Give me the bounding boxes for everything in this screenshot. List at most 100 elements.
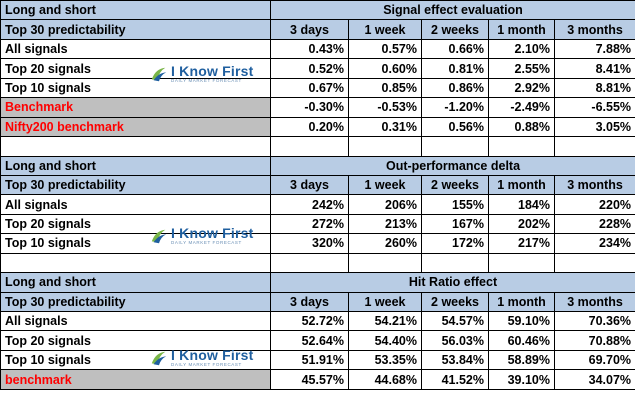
table-cell: 213% — [348, 213, 422, 235]
section-title: Hit Ratio effect — [269, 272, 635, 293]
table-cell: 7.88% — [553, 38, 635, 60]
logo-tagline: DAILY MARKET FORECAST — [171, 362, 242, 367]
table-cell: 52.72% — [270, 310, 349, 332]
column-header: 1 week — [348, 174, 422, 196]
table-cell: 242% — [270, 194, 349, 215]
section-subtitle: Top 30 predictability — [0, 19, 271, 40]
spacer-cell — [488, 252, 555, 274]
table-cell: 155% — [421, 194, 489, 215]
table-cell: -1.20% — [421, 97, 489, 118]
spacer-cell — [0, 252, 271, 274]
table-cell: 234% — [553, 233, 635, 254]
table-row: Top 10 signals 51.91% 53.35% 53.84% 58.89% 69… — [0, 349, 635, 371]
logo-brand: I Know First — [171, 63, 254, 79]
table-cell: 8.81% — [553, 77, 635, 99]
section-left-title: Long and short — [0, 155, 271, 176]
benchmark-row: benchmark 45.57% 44.68% 41.52% 39.10% 34.07% — [0, 369, 635, 390]
row-label: All signals — [0, 194, 271, 215]
table-cell: 272% — [270, 213, 349, 235]
table-cell: 320% — [270, 233, 349, 254]
column-header: 2 weeks — [421, 19, 489, 40]
table-cell: 0.86% — [421, 77, 489, 99]
table-cell: 69.70% — [553, 349, 635, 371]
logo-brand: I Know First — [171, 225, 254, 241]
table-cell: 8.41% — [553, 58, 635, 79]
spacer-cell — [270, 252, 349, 274]
i-know-first-logo: I Know First DAILY MARKET FORECAST — [150, 348, 254, 368]
table-cell: 0.57% — [348, 38, 422, 60]
table-cell: 52.64% — [270, 330, 349, 351]
section-title-row: Long and short Signal effect evaluation — [0, 0, 635, 21]
spacer-cell — [553, 136, 635, 157]
section-left-title: Long and short — [0, 0, 271, 21]
table-row: Top 20 signals 272% 213% 167% 202% 228% — [0, 213, 635, 235]
column-header: 3 months — [553, 291, 635, 313]
column-header: 2 weeks — [421, 174, 489, 196]
column-header-row: Top 30 predictability 3 days 1 week 2 weeks… — [0, 291, 635, 313]
table-cell: 0.67% — [270, 77, 349, 99]
table-row: All signals 0.43% 0.57% 0.66% 2.10% 7.88% — [0, 38, 635, 60]
table-cell: 0.81% — [421, 58, 489, 79]
table-cell: -2.49% — [488, 97, 555, 118]
spacer-cell — [348, 136, 422, 157]
table-cell: 54.57% — [421, 310, 489, 332]
performance-table: Long and short Signal effect evaluation To… — [0, 0, 635, 390]
column-header: 3 months — [553, 19, 635, 40]
spacer-cell — [270, 136, 349, 157]
table-cell: 0.43% — [270, 38, 349, 60]
table-cell: -6.55% — [553, 97, 635, 118]
table-row: All signals 52.72% 54.21% 54.57% 59.10% 70.36… — [0, 310, 635, 332]
logo-tagline: DAILY MARKET FORECAST — [171, 240, 242, 245]
table-cell: 0.60% — [348, 58, 422, 79]
table-cell: 2.10% — [488, 38, 555, 60]
section-title: Out-performance delta — [269, 155, 635, 176]
section-title-row: Long and short Hit Ratio effect — [0, 272, 635, 293]
logo-brand: I Know First — [171, 347, 254, 363]
table-cell: 54.40% — [348, 330, 422, 351]
row-label: All signals — [0, 38, 271, 60]
table-cell: 44.68% — [348, 369, 422, 390]
column-header: 3 months — [553, 174, 635, 196]
spacer-cell — [348, 252, 422, 274]
table-row: All signals 242% 206% 155% 184% 220% — [0, 194, 635, 215]
logo-swoosh-icon — [151, 351, 167, 365]
table-cell: 2.92% — [488, 77, 555, 99]
section-subtitle: Top 30 predictability — [0, 174, 271, 196]
spacer-row — [0, 252, 635, 274]
row-label: Benchmark — [0, 97, 271, 118]
table-cell: 0.85% — [348, 77, 422, 99]
column-header: 1 month — [488, 19, 555, 40]
table-cell: 70.36% — [553, 310, 635, 332]
table-cell: 167% — [421, 213, 489, 235]
table-cell: 0.20% — [270, 116, 349, 138]
i-know-first-logo: I Know First DAILY MARKET FORECAST — [150, 64, 254, 84]
table-cell: 206% — [348, 194, 422, 215]
table-cell: 54.21% — [348, 310, 422, 332]
table-cell: 0.66% — [421, 38, 489, 60]
table-cell: -0.30% — [270, 97, 349, 118]
column-header: 1 month — [488, 174, 555, 196]
spacer-cell — [421, 252, 489, 274]
section-subtitle: Top 30 predictability — [0, 291, 271, 313]
table-cell: 60.46% — [488, 330, 555, 351]
column-header: 1 week — [348, 291, 422, 313]
column-header: 3 days — [270, 291, 349, 313]
table-cell: 2.55% — [488, 58, 555, 79]
table-cell: 41.52% — [421, 369, 489, 390]
spacer-cell — [488, 136, 555, 157]
row-label: Nifty200 benchmark — [0, 116, 271, 138]
table-row: Top 20 signals 52.64% 54.40% 56.03% 60.46% 70… — [0, 330, 635, 351]
table-cell: 70.88% — [553, 330, 635, 351]
row-label: Top 20 signals — [0, 330, 271, 351]
spacer-row — [0, 136, 635, 157]
spacer-cell — [553, 252, 635, 274]
column-header: 1 week — [348, 19, 422, 40]
table-cell: 220% — [553, 194, 635, 215]
benchmark-row: Benchmark -0.30% -0.53% -1.20% -2.49% -6.55% — [0, 97, 635, 118]
table-cell: 59.10% — [488, 310, 555, 332]
table-cell: 217% — [488, 233, 555, 254]
table-cell: 0.31% — [348, 116, 422, 138]
table-cell: 172% — [421, 233, 489, 254]
table-cell: 34.07% — [553, 369, 635, 390]
column-header: 3 days — [270, 174, 349, 196]
